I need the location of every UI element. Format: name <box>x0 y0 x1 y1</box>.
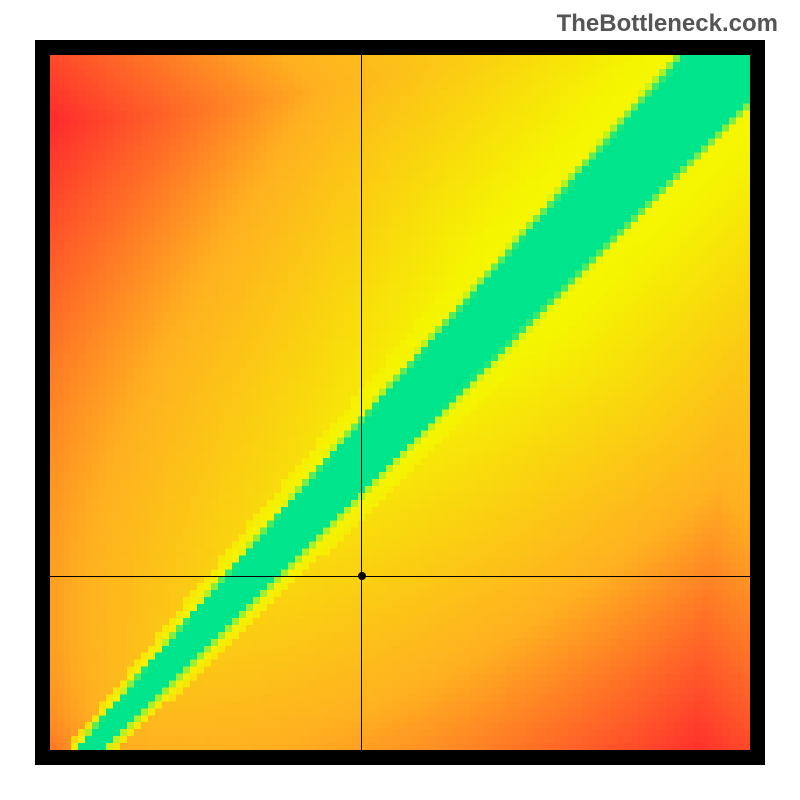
crosshair-marker <box>358 572 366 580</box>
crosshair-horizontal <box>50 576 750 577</box>
bottleneck-heatmap <box>50 55 750 750</box>
watermark-text: TheBottleneck.com <box>557 10 778 38</box>
plot-frame <box>35 40 765 765</box>
crosshair-vertical <box>361 55 362 750</box>
